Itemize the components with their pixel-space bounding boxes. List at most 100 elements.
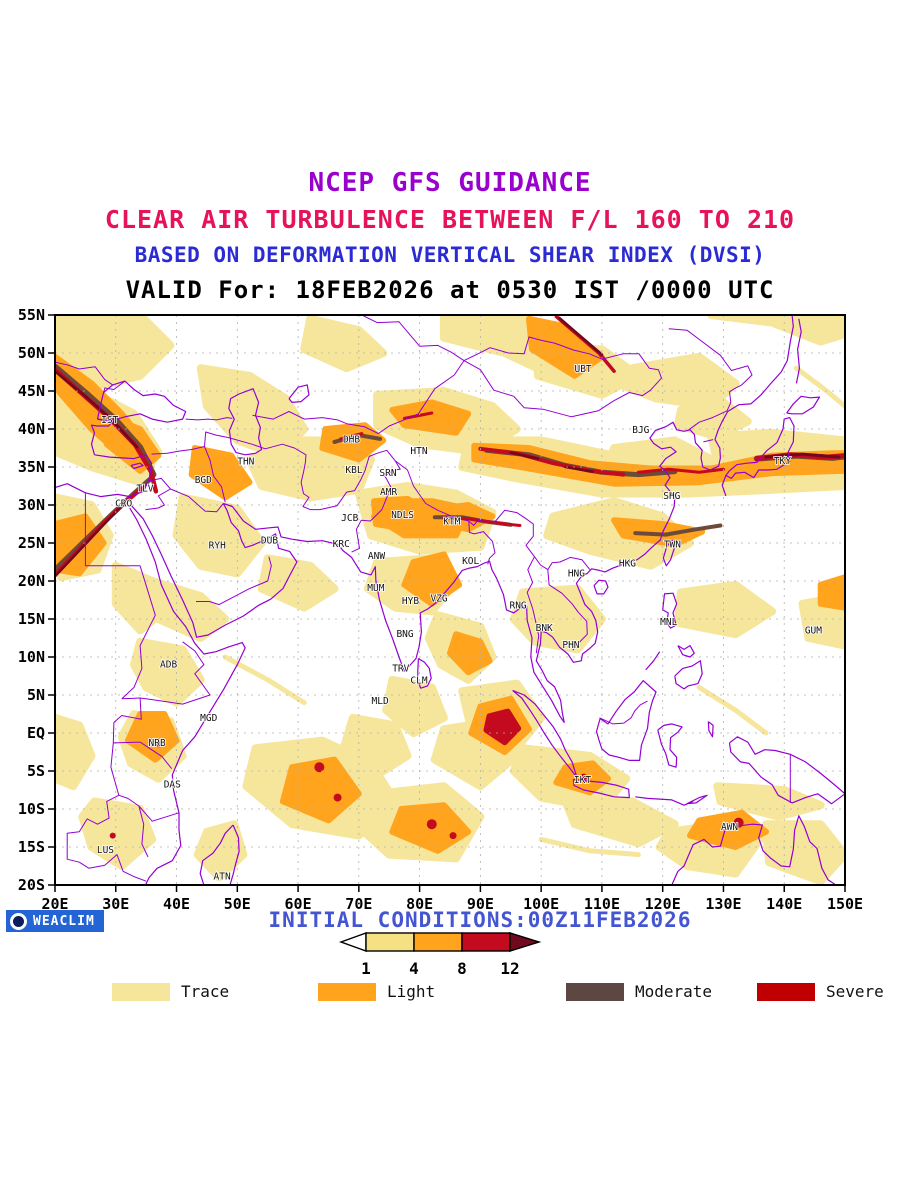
colorbar-segment [461, 932, 511, 952]
turbulence-map: IST CRO TLV BGD THN RYH DUB DHB KBL SRN HTN AMR JCB N… [18, 306, 863, 913]
station-label-TKY: TKY [774, 456, 791, 467]
y-axis-label: 20S [18, 876, 45, 894]
legend-label: Severe [826, 982, 884, 1001]
x-axis-label: 140E [766, 895, 802, 913]
station-label-JCB: JCB [341, 513, 358, 524]
station-label-MGD: MGD [200, 713, 217, 724]
title-block: NCEP GFS GUIDANCE CLEAR AIR TURBULENCE B… [0, 168, 900, 304]
weaclim-logo-text: WEACLIM [33, 913, 95, 929]
station-label-CLM: CLM [410, 676, 427, 687]
station-label-BNK: BNK [536, 623, 553, 634]
station-label-MUM: MUM [367, 583, 384, 594]
colorbar-tick-label: 1 [361, 959, 371, 978]
weaclim-logo: WEACLIM [6, 910, 104, 932]
station-label-BNG: BNG [396, 629, 413, 640]
y-axis-label: 15N [18, 610, 45, 628]
station-label-LUS: LUS [97, 845, 114, 856]
station-label-HTN: HTN [410, 446, 427, 457]
title-model: NCEP GFS GUIDANCE [308, 168, 592, 198]
station-label-NDLS: NDLS [391, 510, 414, 521]
weaclim-logo-icon [10, 912, 27, 930]
coastlines [55, 315, 845, 885]
station-label-KOL: KOL [462, 556, 479, 567]
legend-label: Moderate [635, 982, 713, 1001]
station-label-CRO: CRO [115, 498, 132, 509]
colorbar-segment [413, 932, 463, 952]
y-axis-label: 35N [18, 458, 45, 476]
station-label-IKT: IKT [574, 775, 591, 786]
station-label-MLD: MLD [372, 696, 389, 707]
station-label-KTM: KTM [443, 517, 460, 528]
station-label-MNL: MNL [660, 617, 677, 628]
title-product: CLEAR AIR TURBULENCE BETWEEN F/L 160 TO … [104, 205, 796, 234]
station-label-RNG: RNG [509, 600, 526, 611]
y-axis-label: 10N [18, 648, 45, 666]
legend-swatch [112, 982, 170, 1001]
station-label-HYB: HYB [402, 596, 419, 607]
station-label-ATN: ATN [214, 872, 231, 883]
station-label-GUM: GUM [805, 625, 822, 636]
y-axis-label: 45N [18, 382, 45, 400]
legend-swatch [757, 982, 815, 1001]
y-axis-label: 5S [27, 762, 45, 780]
legend-item-light: Light [318, 982, 435, 1001]
station-label-TLV: TLV [136, 483, 153, 494]
map-frame [54, 314, 846, 886]
x-axis-label: 60E [285, 895, 312, 913]
y-axis-label: 50N [18, 344, 45, 362]
colorbar-tick-label: 8 [457, 959, 467, 978]
colorbar-right-arrow [509, 932, 542, 952]
station-label-HKG: HKG [619, 559, 636, 570]
station-label-AWN: AWN [721, 822, 738, 833]
x-axis-label: 90E [467, 895, 494, 913]
x-axis-label: 40E [163, 895, 190, 913]
x-axis-label: 20E [41, 895, 68, 913]
x-axis-label: 30E [102, 895, 129, 913]
x-axis-label: 150E [827, 895, 863, 913]
y-axis-label: 40N [18, 420, 45, 438]
y-axis-label: 15S [18, 838, 45, 856]
legend-label: Light [387, 982, 436, 1001]
title-valid-time: VALID For: 18FEB2026 at 0530 IST /0000 U… [125, 276, 775, 304]
colorbar-segment [365, 932, 415, 952]
station-label-THN: THN [237, 457, 254, 468]
legend-item-severe: Severe [757, 982, 884, 1001]
x-axis-label: 110E [584, 895, 620, 913]
station-label-RYH: RYH [209, 540, 226, 551]
x-axis-label: 130E [705, 895, 741, 913]
y-axis-label: EQ [27, 724, 45, 742]
station-label-BJG: BJG [632, 425, 649, 436]
x-axis-label: 100E [523, 895, 559, 913]
x-axis-label: 120E [645, 895, 681, 913]
x-axis-label: 50E [224, 895, 251, 913]
station-label-IST: IST [101, 415, 118, 426]
station-label-PHN: PHN [562, 640, 579, 651]
station-label-SRN: SRN [379, 468, 396, 479]
title-method: BASED ON DEFORMATION VERTICAL SHEAR INDE… [134, 243, 766, 267]
station-label-ANW: ANW [368, 551, 385, 562]
colorbar: 1 4 8 12 [338, 932, 542, 978]
y-axis-label: 55N [18, 306, 45, 324]
station-label-TWN: TWN [664, 540, 681, 551]
station-label-DAS: DAS [164, 780, 181, 791]
station-label-DUB: DUB [261, 536, 278, 547]
station-labels: IST CRO TLV BGD THN RYH DUB DHB KBL SRN HTN AMR JCB N… [96, 363, 823, 883]
legend-swatch [318, 982, 376, 1001]
legend-item-moderate: Moderate [566, 982, 712, 1001]
legend-label: Trace [181, 982, 230, 1001]
y-axis-label: 20N [18, 572, 45, 590]
x-axis-label: 80E [406, 895, 433, 913]
station-label-TRV: TRV [392, 663, 409, 674]
station-label-UBT: UBT [574, 364, 591, 375]
station-label-NRB: NRB [149, 738, 166, 749]
colorbar-tick-label: 4 [409, 959, 419, 978]
station-label-KBL: KBL [345, 465, 362, 476]
colorbar-tick-label: 12 [500, 959, 519, 978]
y-axis-label: 25N [18, 534, 45, 552]
legend-item-trace: Trace [112, 982, 229, 1001]
turbulence-shading [55, 315, 845, 885]
y-axis-label: 5N [27, 686, 45, 704]
station-label-SHG: SHG [663, 491, 680, 502]
legend: Trace Light Moderate Severe [0, 982, 900, 1008]
x-axis-label: 70E [345, 895, 372, 913]
